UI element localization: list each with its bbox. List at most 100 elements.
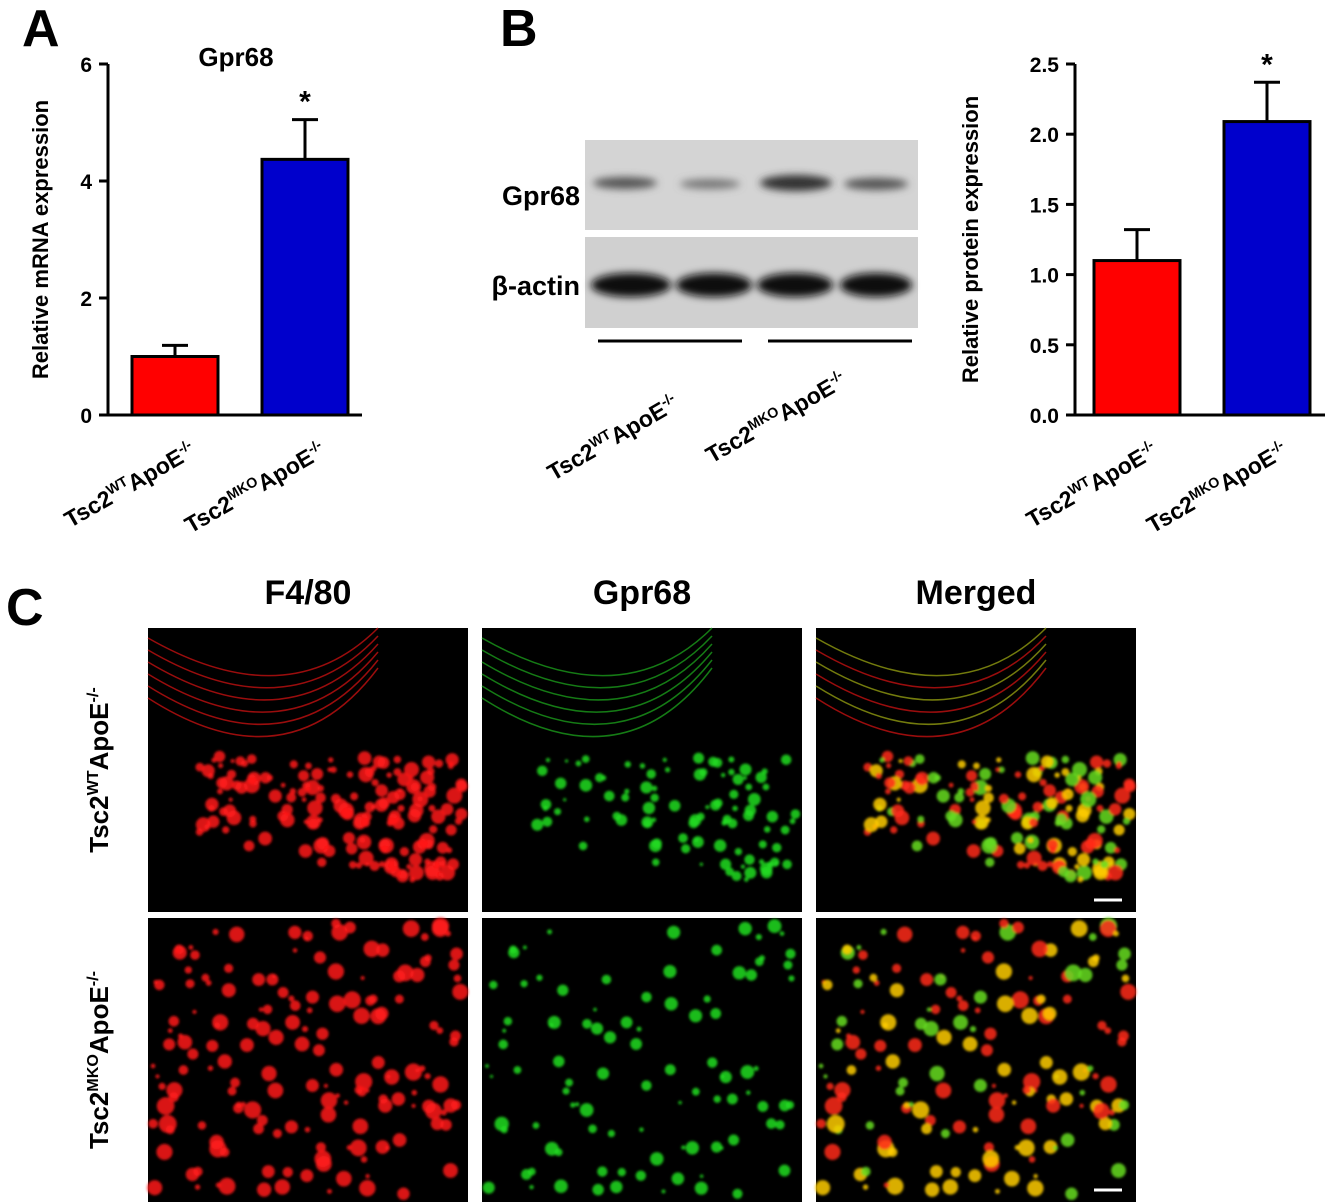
cell bbox=[393, 755, 402, 764]
cell bbox=[224, 963, 234, 973]
cell bbox=[1113, 824, 1125, 836]
cell bbox=[929, 1165, 943, 1178]
cell bbox=[328, 995, 346, 1013]
bar bbox=[1092, 259, 1182, 417]
cell bbox=[406, 863, 412, 870]
cell bbox=[1107, 864, 1124, 881]
cell bbox=[440, 803, 454, 816]
cell bbox=[740, 1065, 755, 1079]
cell bbox=[575, 760, 582, 767]
cell bbox=[494, 1116, 509, 1132]
cell bbox=[728, 756, 735, 763]
cell bbox=[995, 767, 1001, 773]
cell bbox=[1040, 755, 1054, 768]
cell bbox=[757, 1100, 769, 1112]
cell bbox=[313, 1044, 325, 1057]
cell bbox=[1012, 921, 1024, 934]
cell bbox=[705, 805, 710, 810]
cell bbox=[766, 810, 779, 823]
cell bbox=[564, 759, 569, 763]
cell bbox=[620, 1016, 633, 1029]
cell bbox=[565, 1078, 574, 1087]
cell bbox=[168, 1015, 180, 1027]
cell bbox=[315, 1142, 326, 1153]
cell bbox=[824, 1143, 841, 1161]
cell bbox=[562, 1087, 570, 1095]
cell bbox=[719, 1070, 732, 1084]
cell bbox=[973, 814, 989, 830]
band bbox=[591, 273, 671, 297]
cell bbox=[898, 1077, 909, 1088]
cell bbox=[664, 767, 671, 773]
cell bbox=[719, 1146, 724, 1151]
cell bbox=[430, 1116, 444, 1131]
cell bbox=[1117, 1037, 1127, 1047]
cell bbox=[1079, 1089, 1086, 1096]
cell bbox=[991, 1083, 996, 1088]
cells bbox=[531, 752, 801, 882]
cell bbox=[728, 1134, 740, 1146]
superscript: WT bbox=[84, 770, 102, 795]
cell bbox=[973, 990, 988, 1004]
cell bbox=[424, 858, 431, 865]
cell bbox=[1092, 1073, 1099, 1080]
cell bbox=[187, 1048, 199, 1060]
cell bbox=[601, 974, 612, 985]
cell bbox=[1028, 817, 1039, 828]
cell bbox=[884, 777, 896, 789]
cell bbox=[1060, 1133, 1075, 1147]
cell bbox=[355, 862, 363, 869]
cell bbox=[720, 772, 726, 778]
cell bbox=[205, 797, 219, 812]
cell bbox=[393, 768, 402, 777]
cell bbox=[926, 831, 941, 846]
cell bbox=[652, 858, 660, 867]
cell bbox=[513, 1066, 522, 1074]
cell bbox=[207, 1065, 214, 1071]
category-label: Tsc2MKOApoE-/- bbox=[1142, 437, 1292, 538]
cell bbox=[956, 925, 970, 940]
cell bbox=[875, 1065, 882, 1071]
cell bbox=[215, 1182, 222, 1188]
cell bbox=[329, 1062, 344, 1077]
cell bbox=[1018, 792, 1027, 801]
band bbox=[757, 273, 833, 297]
cell bbox=[315, 792, 326, 803]
cell bbox=[646, 769, 656, 779]
cell bbox=[374, 1006, 389, 1021]
cell bbox=[649, 839, 662, 853]
superscript: -/- bbox=[84, 687, 102, 702]
cell bbox=[409, 876, 416, 883]
cell bbox=[1092, 858, 1099, 865]
cell bbox=[1028, 1156, 1036, 1163]
cell bbox=[277, 987, 289, 998]
cell bbox=[259, 771, 272, 784]
category-label: Tsc2WTApoE-/- bbox=[1022, 437, 1162, 533]
cell bbox=[284, 1120, 299, 1134]
cell bbox=[590, 1022, 604, 1035]
cell bbox=[936, 1029, 952, 1045]
category-label: Tsc2MKOApoE-/- bbox=[180, 437, 330, 538]
cell bbox=[1037, 860, 1048, 872]
cell bbox=[966, 844, 981, 858]
cell bbox=[681, 844, 691, 854]
cell bbox=[579, 1103, 594, 1117]
cell bbox=[1114, 847, 1121, 854]
cell bbox=[446, 787, 463, 804]
cell bbox=[268, 789, 282, 803]
cell bbox=[1121, 974, 1130, 983]
cell bbox=[305, 814, 321, 830]
cell bbox=[708, 756, 719, 767]
cell bbox=[826, 1114, 845, 1133]
cell bbox=[758, 859, 765, 865]
tissue-fiber bbox=[815, 667, 1047, 738]
cell bbox=[404, 1063, 422, 1081]
band bbox=[680, 179, 740, 189]
cell bbox=[934, 973, 947, 986]
cell bbox=[1079, 1103, 1084, 1109]
cell bbox=[860, 1166, 871, 1177]
cell bbox=[651, 785, 658, 792]
label-part: Tsc2 bbox=[84, 795, 114, 852]
cell bbox=[369, 860, 380, 872]
cell bbox=[452, 983, 469, 1000]
